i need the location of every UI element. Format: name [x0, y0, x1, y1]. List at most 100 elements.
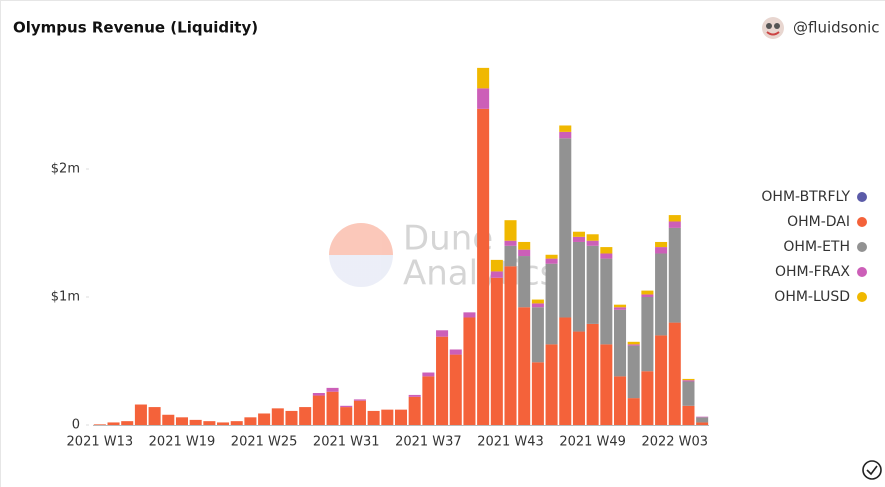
bar-segment: [285, 410, 298, 425]
bar-segment: [641, 297, 654, 372]
bar-segment: [586, 245, 599, 324]
bar-segment: [572, 231, 585, 237]
legend-label: OHM-LUSD: [774, 289, 850, 305]
bar-segment: [531, 307, 544, 363]
bar-segment: [600, 258, 613, 345]
bar-segment: [613, 307, 627, 310]
bar-segment: [627, 344, 640, 346]
bar-segment: [613, 309, 627, 377]
bar-segment: [586, 240, 599, 246]
bar-segment: [641, 290, 654, 295]
bar-segment: [682, 405, 695, 425]
bar-segment: [477, 88, 490, 109]
bar-segment: [613, 376, 627, 425]
bar-segment: [504, 240, 517, 246]
bar-segment: [148, 407, 161, 425]
bar-segment: [518, 256, 531, 308]
bar-segment: [696, 422, 709, 425]
bar-segment: [121, 421, 134, 425]
bar-segment: [668, 322, 681, 425]
legend-swatch: [857, 192, 867, 202]
bar-segment: [504, 220, 517, 241]
bar-segment: [490, 277, 503, 425]
bar-segment: [545, 258, 558, 264]
bar-segment: [299, 407, 312, 425]
bar-segment: [559, 317, 572, 425]
bar-segment: [559, 125, 572, 132]
bar-segment: [641, 294, 654, 297]
x-tick-label: 2021 W19: [149, 435, 216, 450]
x-tick-label: 2021 W13: [67, 435, 134, 450]
bar-segment: [696, 417, 709, 423]
bar-segment: [655, 241, 668, 248]
bar-segment: [422, 376, 435, 425]
bar-segment: [326, 387, 339, 392]
bar-segment: [271, 408, 284, 425]
bar-segment: [504, 266, 517, 425]
bar-segment: [422, 372, 435, 377]
bar-segment: [531, 362, 544, 425]
bar-segment: [436, 336, 449, 425]
bar-segment: [93, 424, 106, 425]
bar-segment: [572, 331, 585, 425]
bar-segment: [545, 263, 558, 345]
author: @fluidsonic: [793, 19, 880, 37]
bar-segment: [682, 380, 695, 382]
x-tick-label: 2021 W25: [231, 435, 298, 450]
bar-segment: [394, 409, 408, 425]
bar-segment: [408, 396, 421, 425]
check-icon[interactable]: [862, 460, 882, 480]
bar-segment: [613, 304, 627, 308]
y-tick-label: $2m: [51, 162, 80, 177]
bar-segment: [600, 253, 613, 259]
bar-segment: [175, 417, 189, 425]
bar-segment: [490, 259, 503, 272]
bar-segment: [408, 394, 421, 397]
bar-segment: [641, 371, 654, 425]
bar-segment: [559, 138, 572, 318]
bar-segment: [545, 254, 558, 259]
x-tick-label: 2021 W31: [313, 435, 380, 450]
bar-segment: [449, 354, 462, 425]
bar-segment: [545, 344, 558, 425]
bar-segment: [627, 341, 640, 345]
bar-segment: [217, 422, 230, 425]
bar-segment: [518, 249, 531, 257]
bar-segment: [353, 399, 366, 401]
bar-segment: [655, 335, 668, 425]
bar-segment: [203, 421, 216, 425]
x-tick-label: 2021 W43: [477, 435, 544, 450]
bar-segment: [312, 395, 325, 425]
bar-segment: [189, 419, 202, 425]
legend-swatch: [857, 292, 867, 302]
bar-segment: [586, 323, 599, 425]
bar-segment: [244, 417, 257, 425]
bar-segment: [504, 245, 517, 267]
bar-segment: [463, 312, 476, 318]
bar-segment: [627, 398, 640, 425]
legend-swatch: [857, 242, 867, 252]
legend-label: OHM-DAI: [787, 214, 850, 230]
bar-segment: [668, 221, 681, 228]
bar-segment: [531, 299, 544, 304]
bar-segment: [367, 410, 380, 425]
x-tick-label: 2021 W37: [395, 435, 462, 450]
bar-segment: [162, 414, 175, 425]
bar-segment: [655, 247, 668, 254]
bar-segment: [107, 422, 120, 425]
bar-segment: [518, 241, 531, 250]
bar-segment: [531, 303, 544, 308]
bar-segment: [490, 271, 503, 278]
x-tick-label: 2021 W49: [559, 435, 626, 450]
bar-segment: [600, 344, 613, 425]
bar-segment: [477, 67, 490, 89]
bar-segment: [668, 227, 681, 323]
bar-segment: [572, 236, 585, 242]
bar-segment: [449, 349, 462, 355]
bar-segment: [477, 108, 490, 425]
bar-segment: [436, 330, 449, 337]
bar-segment: [312, 393, 325, 396]
legend-swatch: [857, 267, 867, 277]
